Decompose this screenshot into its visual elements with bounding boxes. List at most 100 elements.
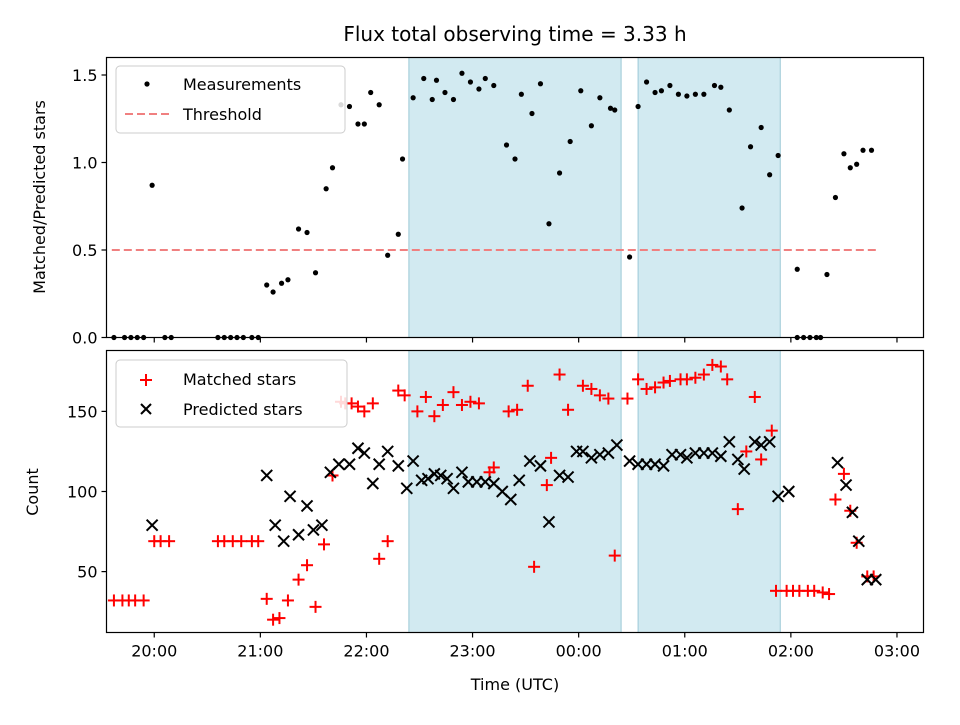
matched-star-point [137,594,150,607]
measurement-point [626,254,633,260]
legend-marker-measurements [144,81,150,87]
matched-star-point [252,535,265,548]
matched-star-point [301,559,314,572]
matched-star-point [593,389,606,402]
x-tick-label: 02:00 [768,642,814,661]
measurement-point [450,96,457,103]
matched-star-point [721,373,734,386]
measurement-point [588,123,594,129]
top-y-axis-label: Matched/Predicted stars [30,100,49,294]
measurement-point [758,124,764,131]
measurement-point [304,229,310,236]
predicted-star-point [561,470,575,484]
predicted-star-point [434,469,447,482]
measurement-point [482,75,488,82]
measurement-point [854,161,860,167]
matched-star-point [235,535,248,548]
matched-star-point [373,552,386,565]
measurement-point [546,221,552,227]
predicted-star-point [714,450,728,463]
measurement-point [726,107,732,113]
top-shaded-spans [408,57,781,338]
matched-star-point [562,403,575,416]
chart-title: Flux total observing time = 3.33 h [343,22,686,46]
matched-star-point [411,405,424,418]
measurement-point [491,82,497,89]
x-tick-label: 22:00 [343,642,389,661]
matched-star-point [366,397,379,410]
measurement-point [767,172,773,178]
matched-star-point [487,461,500,474]
measurement-point [692,91,698,97]
legend-marker-matched-stars [140,374,152,386]
matched-star-point [428,410,441,423]
predicted-star-point [400,482,413,495]
predicted-star-point [381,445,394,458]
matched-star-point [455,398,468,411]
predicted-star-point [447,482,460,495]
matched-star-point [765,424,778,437]
predicted-star-point [358,446,371,460]
predicted-star-point [763,435,776,449]
bottom-axis-ticks: 20:00 21:00 22:00 23:00 00:00 01:00 02:00 03:00… [67,402,920,660]
matched-star-point [392,384,405,397]
predicted-star-point [831,456,844,469]
y-tick-label: 100 [67,483,98,502]
x-tick-label: 01:00 [662,642,708,661]
measurement-point [518,91,524,97]
measurement-point [323,186,329,192]
predicted-star-point [852,534,865,548]
predicted-star-point [421,472,435,485]
matched-star-point [585,382,598,395]
matched-star-point [309,600,322,613]
matched-star-point [502,405,515,418]
matched-star-point [657,376,670,389]
predicted-star-point [534,459,547,473]
measurement-point [410,95,416,101]
predicted-star-point [268,518,282,532]
predicted-star-point [343,458,356,471]
matched-star-point [351,400,364,413]
measurement-point [607,105,614,111]
matched-star-point [472,397,485,410]
measurement-point [652,89,658,96]
measurement-point [537,81,544,87]
predicted-star-point [523,454,537,468]
y-tick-label: 1.0 [72,154,97,173]
predicted-star-point [277,534,290,548]
matched-star-point [621,392,634,405]
measurement-point [399,156,406,162]
matched-star-point [273,612,286,625]
matched-star-point [545,451,558,464]
predicted-star-point [657,459,670,473]
matched-star-point [755,453,768,466]
predicted-star-point [455,466,469,479]
predicted-star-point [504,493,517,506]
matched-star-point [706,358,719,371]
matched-star-point [163,535,176,548]
predicted-star-point [392,459,405,473]
measurement-point [597,95,603,101]
matched-star-point [808,584,821,597]
measurement-point [667,82,673,89]
matched-star-point [640,382,653,395]
measurement-point [459,70,465,76]
matched-star-point [697,368,710,381]
shaded-span-2 [637,350,781,633]
shaded-span-1 [408,57,622,338]
measurement-point [442,89,448,96]
measurement-point [860,147,866,153]
bottom-y-axis-label: Count [23,468,42,516]
x-tick-label: 23:00 [450,642,496,661]
matched-star-point [740,445,753,458]
matched-star-point [816,586,829,599]
measurement-point [658,88,665,94]
measurement-point [149,182,155,188]
legend-label-threshold: Threshold [182,105,262,124]
predicted-star-point [674,448,687,461]
x-tick-label: 20:00 [131,642,177,661]
matched-star-point [511,403,524,416]
bottom-legend-box [115,359,348,428]
matched-star-point [260,592,273,605]
predicted-star-point [723,435,736,449]
